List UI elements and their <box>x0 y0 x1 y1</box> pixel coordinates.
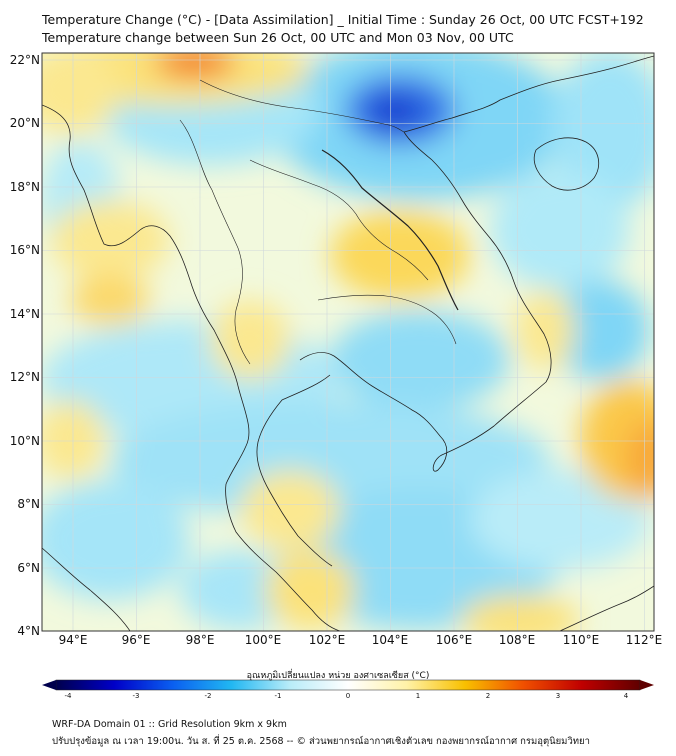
lon-label: 96°E <box>121 633 151 647</box>
coast-west <box>42 104 250 485</box>
border-thailand-laos <box>249 159 429 281</box>
coast-gulf <box>299 131 552 472</box>
coast-sumatra <box>42 547 131 631</box>
colorbar-extend-low <box>42 680 56 690</box>
lon-label: 100°E <box>244 633 282 647</box>
lat-label: 16°N <box>9 243 40 257</box>
coast-china <box>403 55 654 133</box>
lon-label: 108°E <box>498 633 536 647</box>
chart-subtitle: Temperature change between Sun 26 Oct, 0… <box>42 30 514 45</box>
island-hainan <box>533 137 600 191</box>
lat-label: 20°N <box>9 116 40 130</box>
coastlines-borders <box>42 55 654 631</box>
lat-label: 10°N <box>9 434 40 448</box>
lat-label: 8°N <box>17 497 40 511</box>
lat-label: 22°N <box>9 53 40 67</box>
colorbar-tick: -4 <box>64 692 72 700</box>
lon-label: 102°E <box>308 633 346 647</box>
lat-label: 12°N <box>9 370 40 384</box>
map-field-area <box>42 53 654 631</box>
colorbar-extend-high <box>640 680 654 690</box>
lon-label: 98°E <box>185 633 215 647</box>
coast-peninsula <box>225 483 341 631</box>
border-china <box>199 79 405 133</box>
lon-label: 94°E <box>58 633 88 647</box>
lon-label: 110°E <box>562 633 600 647</box>
border-thailand-cambodia <box>317 294 457 345</box>
lon-label: 106°E <box>435 633 473 647</box>
colorbar-tick: -1 <box>274 692 282 700</box>
colorbar-tick: 4 <box>623 692 629 700</box>
lon-label: 104°E <box>371 633 409 647</box>
lat-label: 18°N <box>9 180 40 194</box>
colorbar-tick: 0 <box>345 692 351 700</box>
chart-title: Temperature Change (°C) - [Data Assimila… <box>42 12 644 27</box>
border-myanmar-thailand <box>179 119 251 365</box>
footer-update-info: ปรับปรุงข้อมูล ณ เวลา 19:00น. วัน ส. ที่… <box>52 736 590 747</box>
footer-model-info: WRF-DA Domain 01 :: Grid Resolution 9km … <box>52 719 287 730</box>
temperature-field <box>42 53 654 631</box>
lat-label: 6°N <box>17 561 40 575</box>
colorbar-tick: 3 <box>555 692 561 700</box>
lat-label: 14°N <box>9 307 40 321</box>
colorbar-title: อุณหภูมิเปลี่ยนแปลง หน่วย องศาเซลเซียส (… <box>246 671 430 681</box>
colorbar <box>42 679 654 691</box>
map-frame <box>41 52 655 632</box>
graticule <box>42 53 654 631</box>
colorbar-tick: 1 <box>415 692 421 700</box>
colorbar-tick: -3 <box>132 692 140 700</box>
lon-label: 112°E <box>625 633 663 647</box>
border-laos-vietnam <box>321 149 459 311</box>
colorbar-tick: -2 <box>204 692 212 700</box>
colorbar-tick: 2 <box>485 692 491 700</box>
coast-peninsula-east <box>256 374 333 567</box>
lat-label: 4°N <box>17 624 40 638</box>
coast-borneo <box>559 585 654 631</box>
